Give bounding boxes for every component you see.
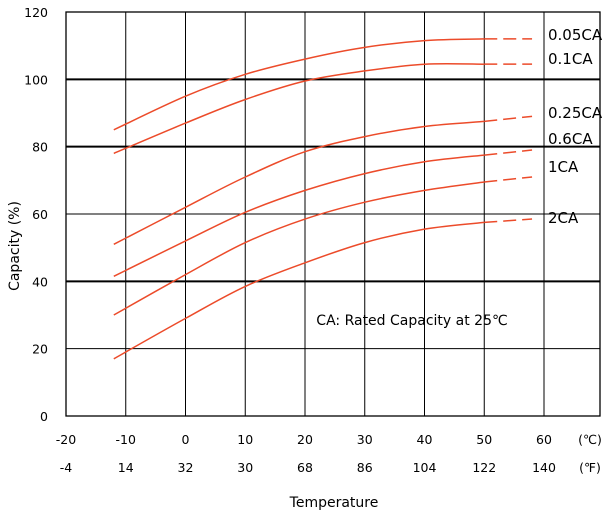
x-tick-label-celsius: 30: [357, 432, 373, 447]
x-tick-label-fahrenheit: 14: [118, 460, 134, 475]
y-tick-label: 20: [32, 342, 48, 357]
curve-extrapolation-0.25CA: [484, 115, 533, 123]
curve-label-0.25CA: 0.25CA: [548, 104, 603, 122]
x-tick-label-celsius: -10: [116, 432, 136, 447]
y-tick-label: 60: [32, 207, 48, 222]
curve-extrapolation-2CA: [484, 218, 533, 224]
tick-labels: 0 20 40 60 80 100 120 -20 -10 0 10 20 30 40 50 60 -4 14 32…: [24, 5, 602, 475]
curve-1CA: [113, 181, 485, 316]
x-tick-label-celsius: 60: [536, 432, 552, 447]
curves: [113, 38, 533, 360]
x-tick-label-fahrenheit: 68: [297, 460, 313, 475]
x-tick-label-fahrenheit: 140: [532, 460, 556, 475]
y-tick-label: 80: [32, 140, 48, 155]
grid: [65, 11, 601, 417]
x-tick-label-fahrenheit: 122: [472, 460, 496, 475]
rated-capacity-note: CA: Rated Capacity at 25℃: [316, 313, 507, 329]
curve-label-0.1CA: 0.1CA: [548, 50, 593, 68]
curve-0.6CA: [113, 154, 485, 277]
x-tick-label-celsius: 20: [297, 432, 313, 447]
curve-0.25CA: [113, 120, 485, 245]
x-tick-label-celsius: -20: [56, 432, 76, 447]
x-tick-label-fahrenheit: -4: [60, 460, 73, 475]
curve-label-0.6CA: 0.6CA: [548, 130, 593, 148]
curve-extrapolation-0.6CA: [484, 149, 533, 156]
y-tick-label: 100: [24, 72, 48, 87]
x-tick-label-celsius: 40: [417, 432, 433, 447]
curve-label-2CA: 2CA: [548, 209, 579, 227]
curve-0.1CA: [113, 62, 485, 155]
x-axis-title: Temperature: [289, 495, 379, 511]
curve-extrapolation-1CA: [484, 176, 533, 183]
curve-labels: 0.05CA 0.1CA 0.25CA 0.6CA 1CA 2CA: [548, 26, 603, 227]
x-tick-label-celsius: 10: [237, 432, 253, 447]
x-tick-label-fahrenheit: 30: [237, 460, 253, 475]
y-tick-label: 0: [40, 409, 48, 424]
curve-label-0.05CA: 0.05CA: [548, 26, 603, 44]
x-unit-fahrenheit: (℉): [579, 460, 601, 475]
y-tick-label: 120: [24, 5, 48, 20]
y-axis-title: Capacity (%): [7, 201, 23, 291]
y-tick-label: 40: [32, 274, 48, 289]
curve-label-1CA: 1CA: [548, 158, 579, 176]
curve-2CA: [113, 221, 485, 360]
x-tick-label-celsius: 0: [182, 432, 190, 447]
x-tick-label-fahrenheit: 104: [413, 460, 437, 475]
x-tick-label-fahrenheit: 32: [178, 460, 194, 475]
x-tick-label-celsius: 50: [476, 432, 492, 447]
curve-0.05CA: [113, 38, 485, 131]
x-tick-label-fahrenheit: 86: [357, 460, 373, 475]
x-unit-celsius: (℃): [578, 432, 602, 447]
